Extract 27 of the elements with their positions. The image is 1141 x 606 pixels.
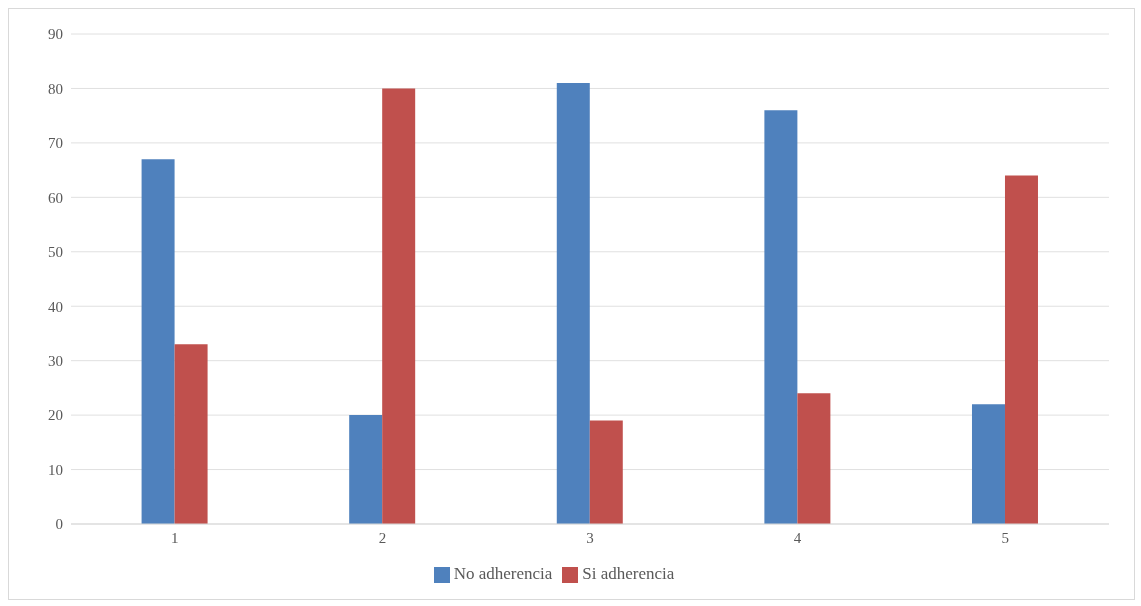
y-tick-label: 70 [48,135,63,152]
legend-label: No adherencia [453,564,553,583]
legend-label: Si adherencia [582,564,675,583]
y-tick-label: 60 [48,189,63,206]
y-tick-label: 40 [48,298,63,315]
x-tick-label: 2 [378,529,387,546]
bar [349,415,383,524]
y-tick-label: 50 [48,244,63,261]
bar [589,420,623,524]
y-tick-label: 10 [48,461,63,478]
y-tick-label: 80 [48,80,63,97]
y-tick-label: 20 [48,407,63,424]
bar [382,88,416,524]
bar [556,83,590,524]
bar [764,110,798,524]
bar [141,159,175,524]
x-tick-label: 1 [171,529,179,546]
bar [174,344,208,524]
x-tick-label: 4 [793,529,802,546]
x-tick-label: 3 [586,529,594,546]
y-tick-label: 30 [48,352,63,369]
y-tick-label: 90 [48,26,63,43]
y-tick-label: 0 [55,516,63,533]
bar [1004,175,1038,524]
x-tick-label: 5 [1001,529,1009,546]
bar [971,404,1005,524]
bar [797,393,831,524]
